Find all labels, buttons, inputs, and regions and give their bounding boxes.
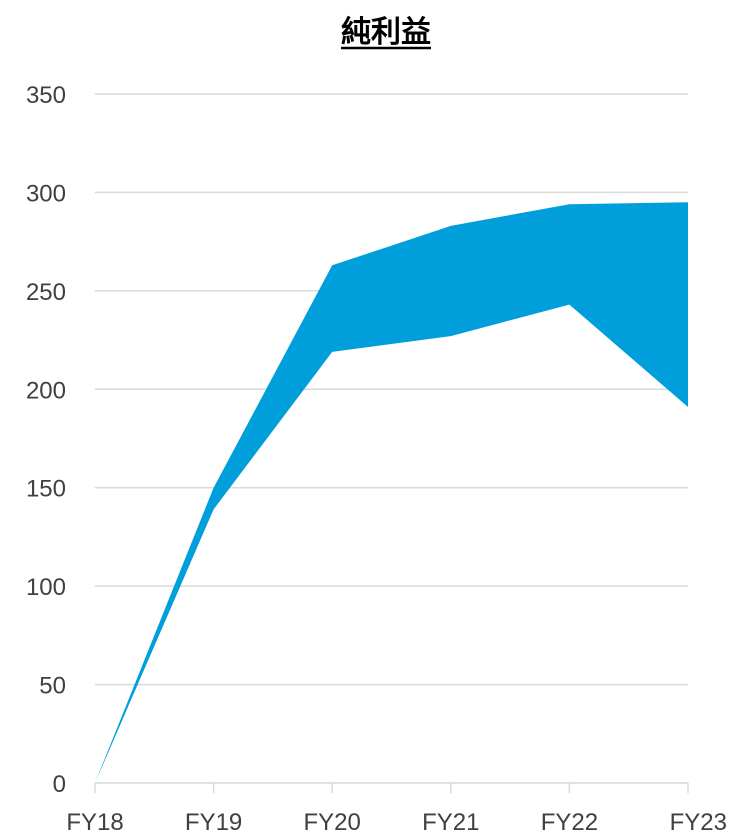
y-tick-label-200: 200: [26, 377, 66, 404]
chart-title-group: 純利益: [341, 15, 431, 50]
area-band-fill: [95, 202, 688, 784]
y-tick-label-100: 100: [26, 574, 66, 601]
y-tick-label-350: 350: [26, 82, 66, 109]
y-axis: 0 50 100 150 200 250 300 350: [26, 82, 66, 798]
x-tick-label-FY19: FY19: [185, 809, 242, 836]
y-tick-label-150: 150: [26, 476, 66, 503]
y-tick-label-0: 0: [53, 771, 66, 798]
gridlines: [95, 93, 688, 686]
x-axis: FY18 FY19 FY20 FY21 FY22 FY23: [66, 782, 727, 836]
x-tick-label-FY23: FY23: [670, 809, 727, 836]
x-tick-label-FY22: FY22: [541, 809, 598, 836]
x-tick-label-FY18: FY18: [66, 809, 123, 836]
y-tick-label-50: 50: [39, 673, 66, 700]
x-tick-label-FY20: FY20: [304, 809, 361, 836]
area-band: [95, 202, 688, 784]
x-tick-label-FY21: FY21: [422, 809, 479, 836]
y-tick-label-300: 300: [26, 180, 66, 207]
y-tick-label-250: 250: [26, 279, 66, 306]
chart-title: 純利益: [341, 15, 431, 50]
